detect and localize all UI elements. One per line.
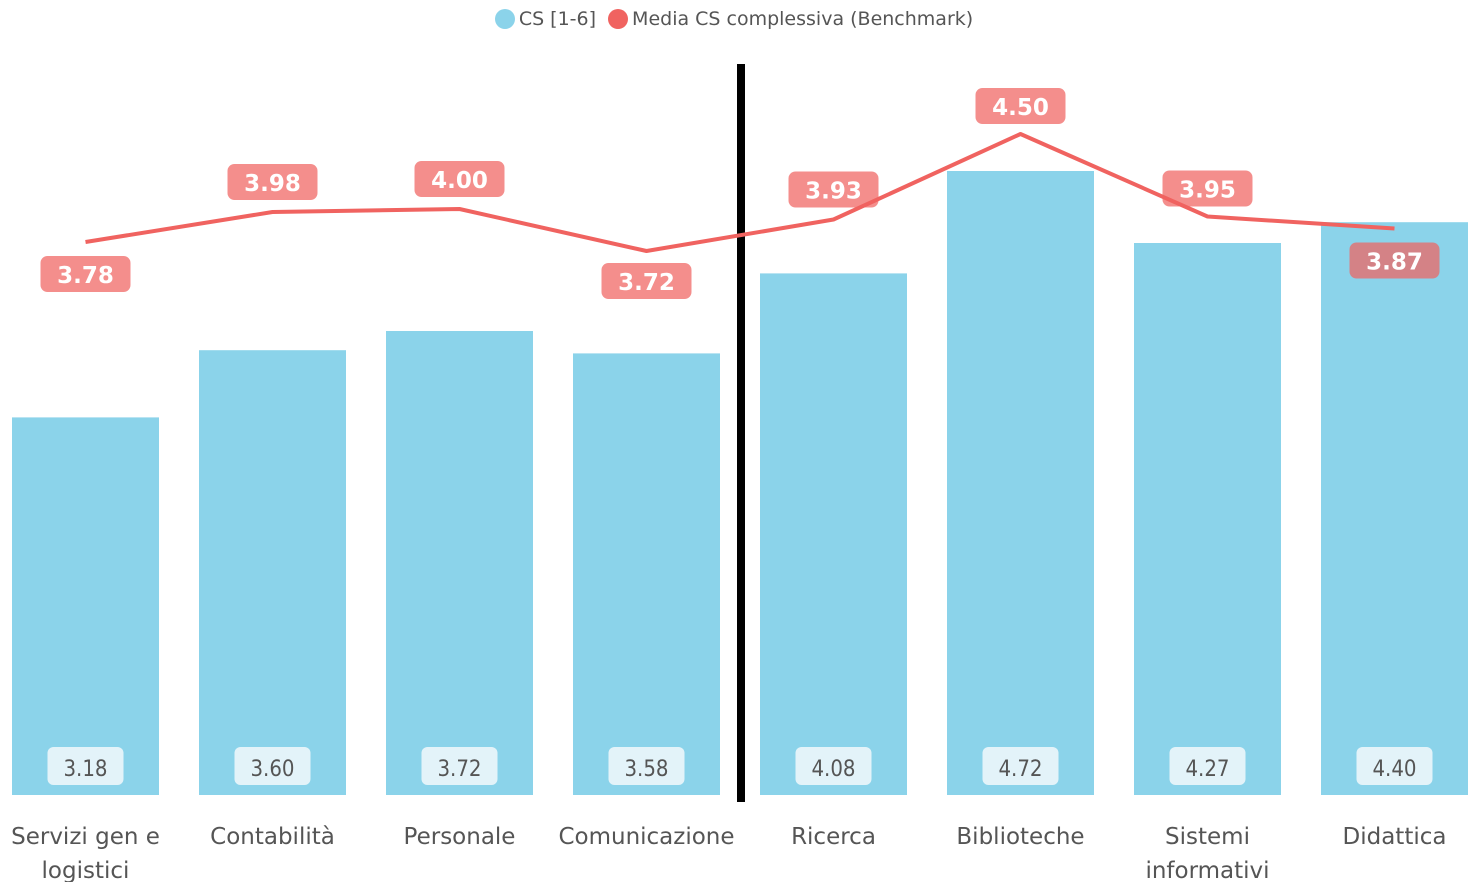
bar-value-label-6: 4.27 [1185, 757, 1229, 782]
line-value-label-0: 3.78 [57, 263, 114, 289]
bar-label-bg-2 [421, 747, 498, 785]
legend-label-cs: CS [1-6] [518, 8, 597, 30]
legend-item-cs[interactable]: CS [1-6] [494, 8, 597, 30]
legend-swatch-benchmark [608, 9, 629, 29]
bar-value-label-2: 3.72 [437, 757, 481, 782]
category-label-3: Comunicazione [558, 824, 734, 850]
bar-value-label-4: 4.08 [811, 757, 855, 782]
line-label-bg-4 [788, 171, 879, 208]
line-value-label-5: 4.50 [992, 95, 1049, 121]
line-label-bg-1 [227, 164, 318, 200]
line-value-label-4: 3.93 [805, 179, 862, 205]
bar-label-bg-7 [1356, 747, 1433, 785]
bar-label-bg-5 [982, 747, 1059, 785]
line-value-label-2: 4.00 [431, 168, 488, 194]
bar-label-bg-4 [795, 747, 872, 785]
bar-cs-3[interactable] [573, 353, 720, 795]
chart-legend: CS [1-6] Media CS complessiva (Benchmark… [0, 8, 1468, 30]
line-label-bg-0 [40, 256, 131, 292]
bar-cs-4[interactable] [760, 273, 907, 795]
line-value-label-1: 3.98 [244, 171, 301, 197]
bar-value-label-5: 4.72 [998, 757, 1042, 782]
category-label-0: Servizi gen e logistici [11, 824, 160, 882]
bar-label-bg-1 [234, 747, 311, 785]
bar-cs-7[interactable] [1321, 222, 1468, 795]
line-label-bg-3 [601, 263, 692, 299]
bar-cs-1[interactable] [199, 350, 346, 795]
bar-value-label-7: 4.40 [1372, 757, 1416, 782]
bar-cs-2[interactable] [386, 331, 533, 795]
line-value-label-7: 3.87 [1366, 250, 1423, 276]
category-label-4: Ricerca [791, 824, 876, 850]
bar-value-label-3: 3.58 [624, 757, 668, 782]
bar-value-label-0: 3.18 [63, 757, 107, 782]
line-value-label-3: 3.72 [618, 270, 675, 296]
legend-label-benchmark: Media CS complessiva (Benchmark) [632, 8, 974, 30]
line-label-bg-2 [414, 161, 505, 197]
category-label-7: Didattica [1343, 824, 1447, 850]
line-value-label-6: 3.95 [1179, 178, 1236, 204]
bar-label-bg-0 [47, 747, 124, 785]
line-label-bg-5 [975, 88, 1066, 124]
bar-cs-5[interactable] [947, 171, 1094, 795]
bar-value-label-1: 3.60 [250, 757, 294, 782]
line-label-bg-7 [1349, 242, 1440, 279]
bar-label-bg-6 [1169, 747, 1246, 785]
bar-cs-0[interactable] [12, 417, 159, 795]
category-label-2: Personale [404, 824, 516, 850]
category-label-1: Contabilità [210, 824, 335, 850]
bar-cs-6[interactable] [1134, 243, 1281, 795]
legend-item-benchmark[interactable]: Media CS complessiva (Benchmark) [608, 8, 973, 30]
category-label-6: Sistemi informativi [1145, 824, 1269, 882]
legend-swatch-cs [494, 9, 515, 29]
category-label-5: Biblioteche [956, 824, 1084, 850]
bar-label-bg-3 [608, 747, 685, 785]
line-label-bg-6 [1162, 170, 1253, 207]
